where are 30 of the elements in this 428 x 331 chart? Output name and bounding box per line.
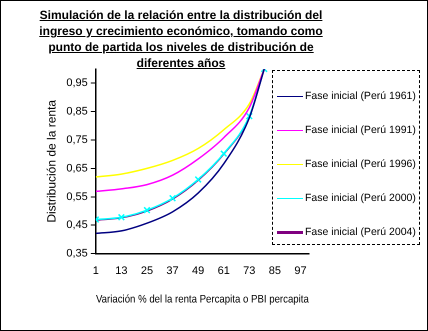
x-tick-label: 1 bbox=[92, 265, 99, 278]
x-tick-label: 49 bbox=[192, 265, 204, 278]
x-tick-label: 97 bbox=[294, 265, 307, 278]
point bbox=[220, 150, 228, 158]
x-tick-label: 37 bbox=[166, 265, 179, 278]
point bbox=[246, 112, 253, 120]
y-tick-label: 0,65 bbox=[66, 162, 88, 174]
point bbox=[143, 206, 151, 214]
legend-label: Fase inicial (Perú 1991) bbox=[305, 124, 416, 136]
point bbox=[168, 194, 176, 202]
y-tick-label: 0,85 bbox=[66, 106, 88, 118]
y-tick-label: 0,55 bbox=[66, 190, 88, 203]
x-tick-label: 13 bbox=[115, 265, 128, 278]
legend-label: Fase inicial (Perú 2004) bbox=[305, 226, 416, 238]
x-tick-label: 85 bbox=[268, 265, 282, 278]
x-tick-label: 73 bbox=[243, 265, 256, 278]
point bbox=[194, 176, 202, 184]
x-tick-label: 25 bbox=[140, 265, 154, 278]
x-tick-label: 61 bbox=[218, 265, 230, 278]
y-tick-label: 0,75 bbox=[66, 134, 88, 146]
legend-label: Fase inicial (Perú 1961) bbox=[305, 90, 416, 102]
legend-label: Fase inicial (Perú 1996) bbox=[305, 158, 416, 170]
legend-label: Fase inicial (Perú 2000) bbox=[305, 192, 416, 204]
y-tick-label: 0,45 bbox=[66, 219, 88, 232]
y-tick-label: 0,35 bbox=[66, 248, 88, 260]
y-axis-title: Distribución de la renta bbox=[44, 100, 59, 223]
chart-title: Simulación de la relación entre la distribución del ingreso y crecimiento económico, tomando como punto de partida los niveles de distribución de diferentes años bbox=[38, 7, 324, 71]
y-tick-label: 0,95 bbox=[66, 77, 88, 90]
x-axis-title: Variación % del la renta Percapita o PBI percapita bbox=[96, 294, 310, 306]
point bbox=[118, 214, 125, 221]
